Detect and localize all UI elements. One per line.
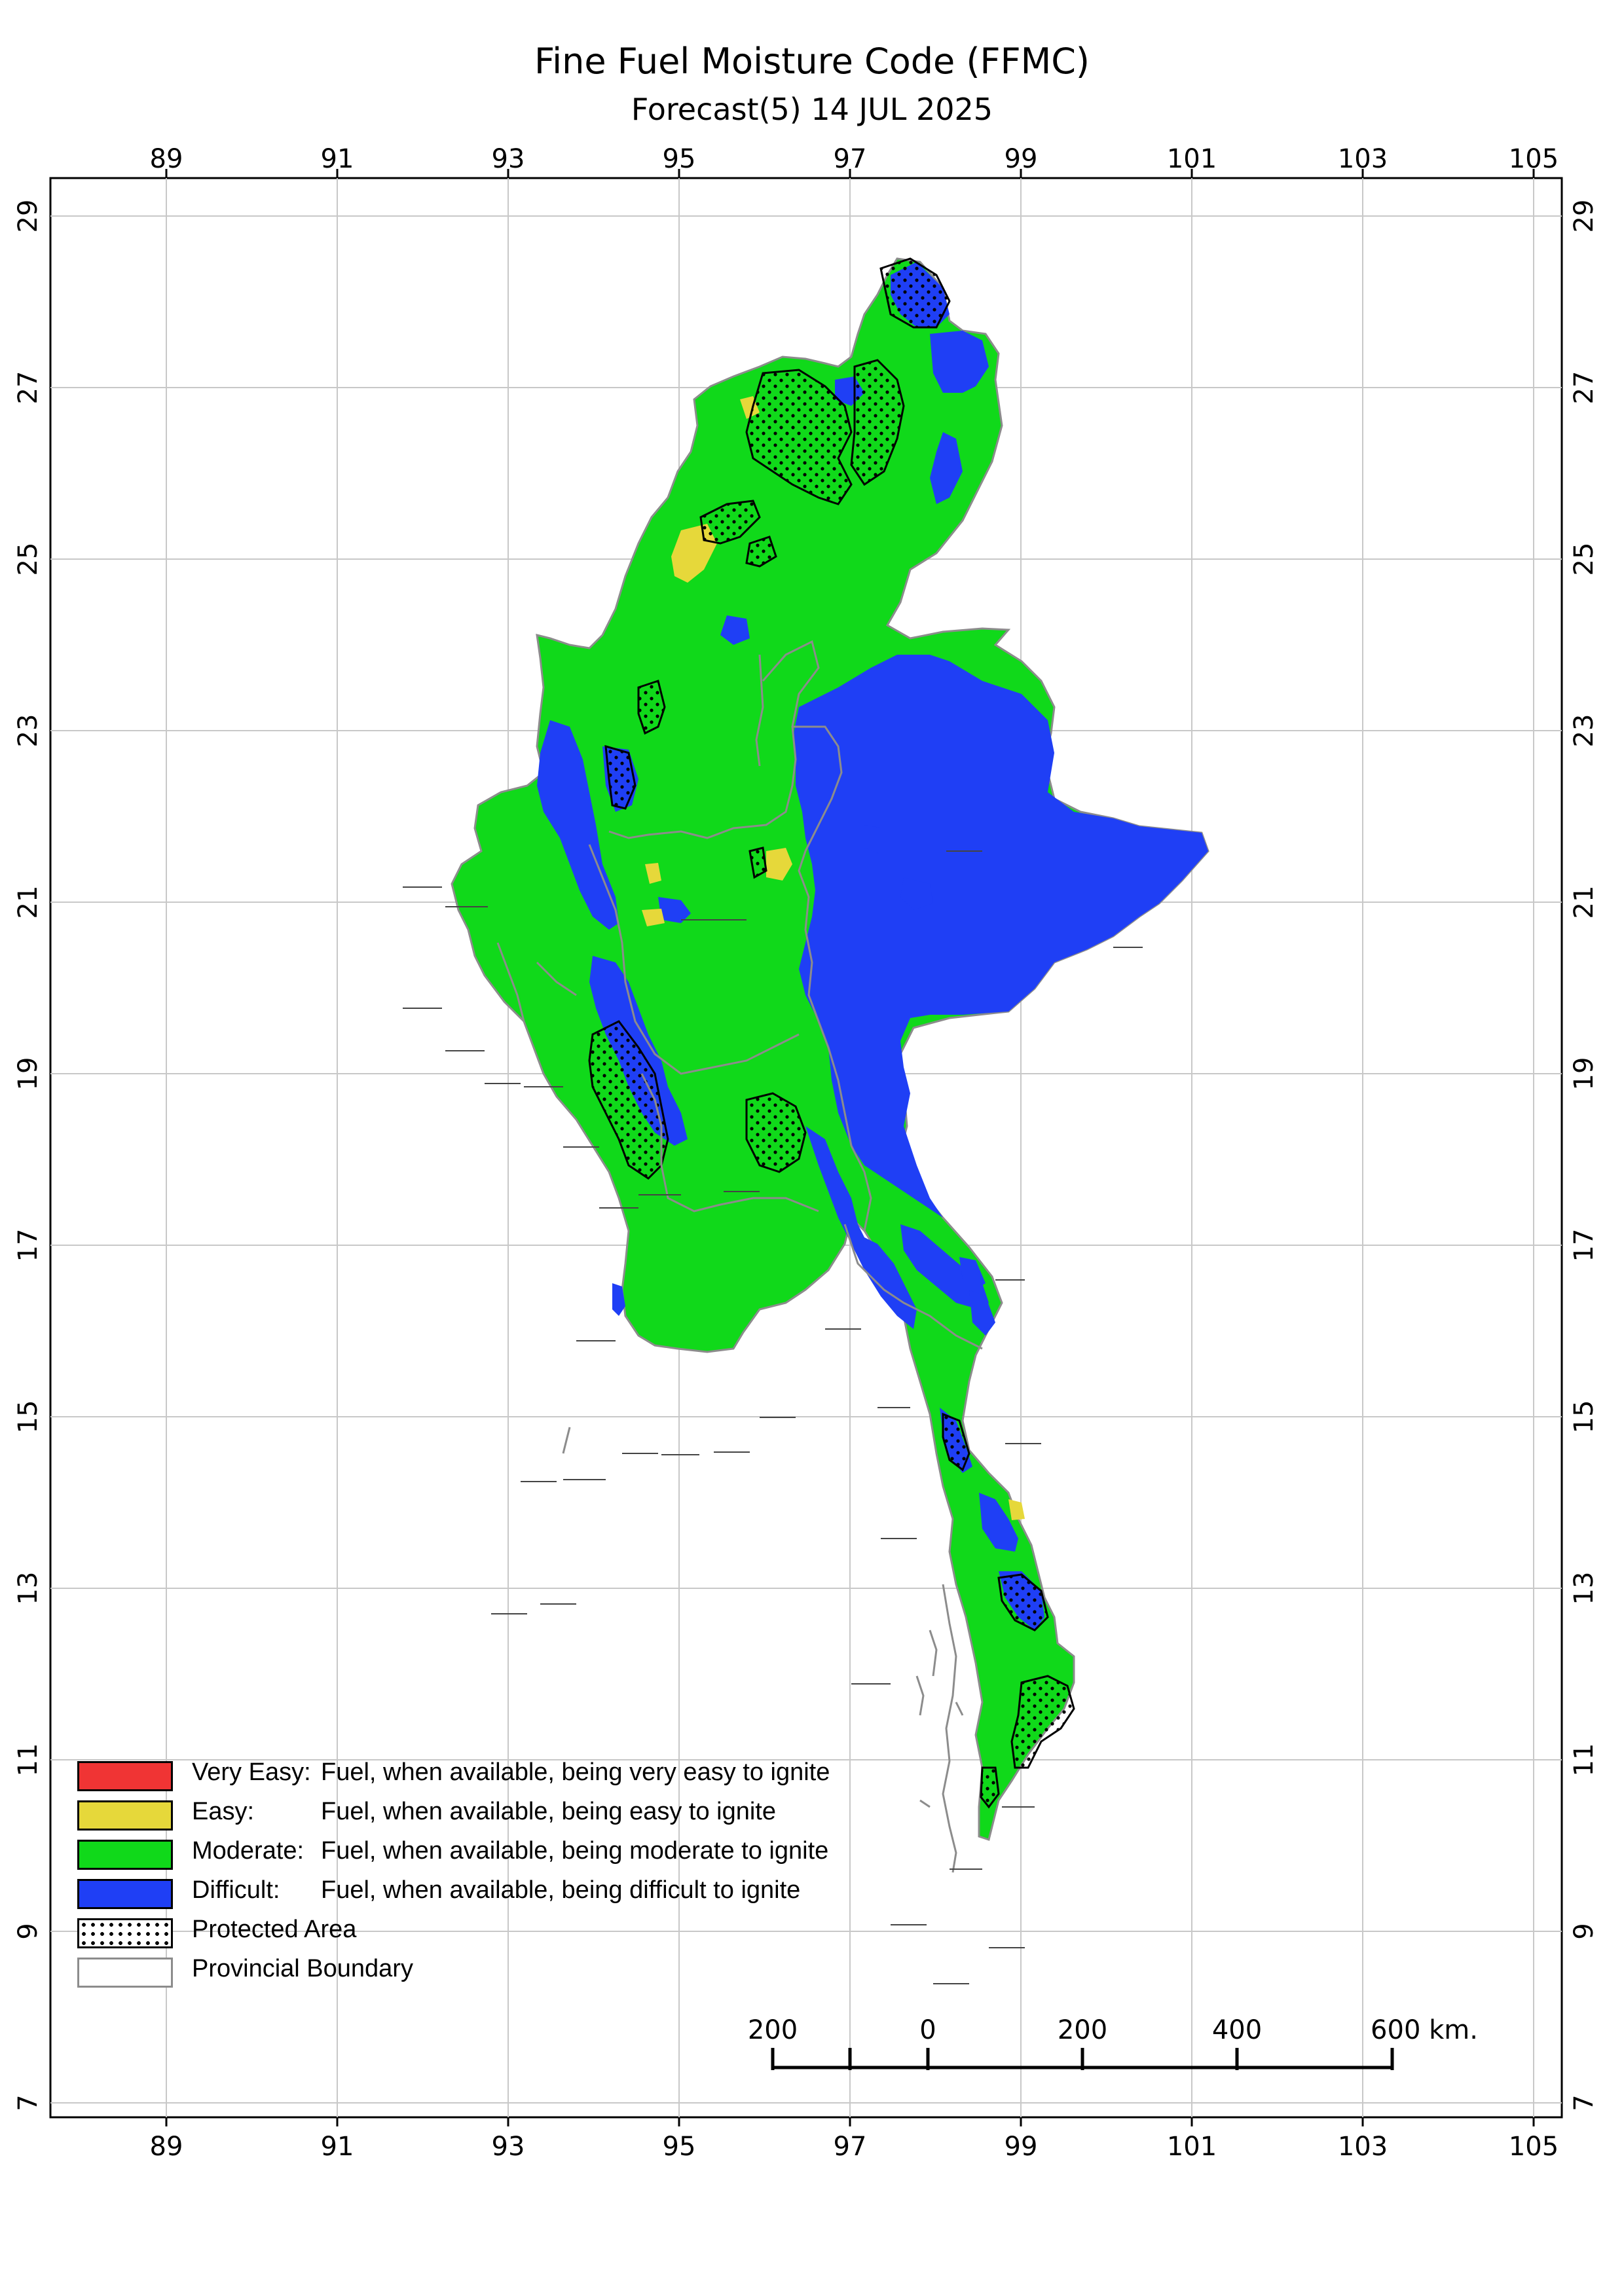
lon-label: 97 — [834, 144, 867, 174]
lon-label: 95 — [663, 2132, 696, 2162]
lon-label: 105 — [1509, 144, 1559, 174]
lat-label: 29 — [13, 200, 43, 233]
lat-label: 21 — [13, 886, 43, 919]
lat-label: 25 — [13, 543, 43, 576]
legend-label: Moderate: — [192, 1837, 304, 1865]
legend-swatch-protected-area — [77, 1918, 173, 1948]
lat-label: 9 — [1569, 1923, 1599, 1939]
lon-label: 99 — [1005, 2132, 1038, 2162]
scale-label: 600 km. — [1371, 2015, 1478, 2045]
lon-label: 97 — [834, 2132, 867, 2162]
legend-item-moderate: Moderate: Fuel, when available, being mo… — [77, 1836, 929, 1875]
legend-item-difficult: Difficult: Fuel, when available, being d… — [77, 1875, 929, 1914]
legend-item-easy: Easy: Fuel, when available, being easy t… — [77, 1796, 929, 1836]
lon-labels-top: 89 91 93 95 97 99 101 103 105 — [150, 144, 1559, 174]
legend-item-provincial-boundary: Provincial Boundary — [77, 1954, 929, 1993]
lat-label: 17 — [1569, 1229, 1599, 1262]
legend-desc: Fuel, when available, being difficult to… — [321, 1876, 801, 1904]
legend-label: Protected Area — [192, 1916, 357, 1943]
legend-label: Very Easy: — [192, 1758, 311, 1786]
lat-label: 11 — [13, 1743, 43, 1777]
scale-label: 400 — [1212, 2015, 1262, 2045]
legend: Very Easy: Fuel, when available, being v… — [77, 1757, 929, 1993]
lon-label: 99 — [1005, 144, 1038, 174]
tick-marks — [165, 169, 1535, 2126]
lat-labels-left: 29 27 25 23 21 19 17 15 13 11 9 7 — [13, 200, 43, 2111]
scale-label: 0 — [919, 2015, 936, 2045]
legend-item-very-easy: Very Easy: Fuel, when available, being v… — [77, 1757, 929, 1796]
scale-bar: 200 0 200 400 600 km. — [748, 2015, 1478, 2070]
legend-desc: Fuel, when available, being very easy to… — [321, 1758, 830, 1786]
lat-label: 9 — [13, 1923, 43, 1939]
lat-label: 27 — [1569, 371, 1599, 405]
lon-label: 103 — [1338, 2132, 1388, 2162]
lon-label: 105 — [1509, 2132, 1559, 2162]
legend-swatch-provincial-boundary — [77, 1958, 173, 1988]
lon-label: 91 — [321, 144, 354, 174]
legend-label: Difficult: — [192, 1876, 280, 1904]
lat-label: 13 — [1569, 1572, 1599, 1605]
lat-label: 23 — [13, 714, 43, 748]
legend-swatch-difficult — [77, 1879, 173, 1909]
lat-label: 15 — [13, 1400, 43, 1434]
lat-label: 19 — [1569, 1057, 1599, 1091]
coastal-dash-lines — [403, 850, 1143, 1984]
lat-label: 21 — [1569, 886, 1599, 919]
lon-label: 101 — [1167, 2132, 1217, 2162]
legend-label: Easy: — [192, 1798, 255, 1825]
lon-label: 95 — [663, 144, 696, 174]
legend-desc: Fuel, when available, being moderate to … — [321, 1837, 829, 1865]
lon-label: 89 — [150, 2132, 183, 2162]
lon-label: 103 — [1338, 144, 1388, 174]
lat-label: 23 — [1569, 714, 1599, 748]
lat-label: 27 — [13, 371, 43, 405]
protected-areas — [588, 257, 1075, 1809]
lon-label: 91 — [321, 2132, 354, 2162]
legend-item-protected-area: Protected Area — [77, 1914, 929, 1954]
provincial-boundaries — [496, 640, 983, 1350]
lat-label: 7 — [13, 2094, 43, 2111]
lat-label: 29 — [1569, 200, 1599, 233]
map-title: Fine Fuel Moisture Code (FFMC) — [534, 41, 1090, 82]
legend-label: Provincial Boundary — [192, 1955, 413, 1982]
lat-label: 19 — [13, 1057, 43, 1091]
lon-labels-bottom: 89 91 93 95 97 99 101 103 105 — [150, 2132, 1559, 2162]
legend-swatch-very-easy — [77, 1761, 173, 1791]
lat-label: 11 — [1569, 1743, 1599, 1777]
lat-label: 7 — [1569, 2094, 1599, 2111]
legend-desc: Fuel, when available, being easy to igni… — [321, 1798, 777, 1825]
lon-label: 93 — [492, 144, 525, 174]
lon-label: 89 — [150, 144, 183, 174]
lat-label: 17 — [13, 1229, 43, 1262]
lon-label: 101 — [1167, 144, 1217, 174]
legend-swatch-easy — [77, 1800, 173, 1831]
offshore-islands — [562, 1427, 964, 1873]
lat-label: 13 — [13, 1572, 43, 1605]
map-subtitle: Forecast(5) 14 JUL 2025 — [631, 92, 993, 127]
scale-label: 200 — [1058, 2015, 1107, 2045]
legend-swatch-moderate — [77, 1840, 173, 1870]
lat-label: 15 — [1569, 1400, 1599, 1434]
lat-label: 25 — [1569, 543, 1599, 576]
lat-labels-right: 29 27 25 23 21 19 17 15 13 11 9 7 — [1569, 200, 1599, 2111]
lon-label: 93 — [492, 2132, 525, 2162]
scale-label: 200 — [748, 2015, 798, 2045]
